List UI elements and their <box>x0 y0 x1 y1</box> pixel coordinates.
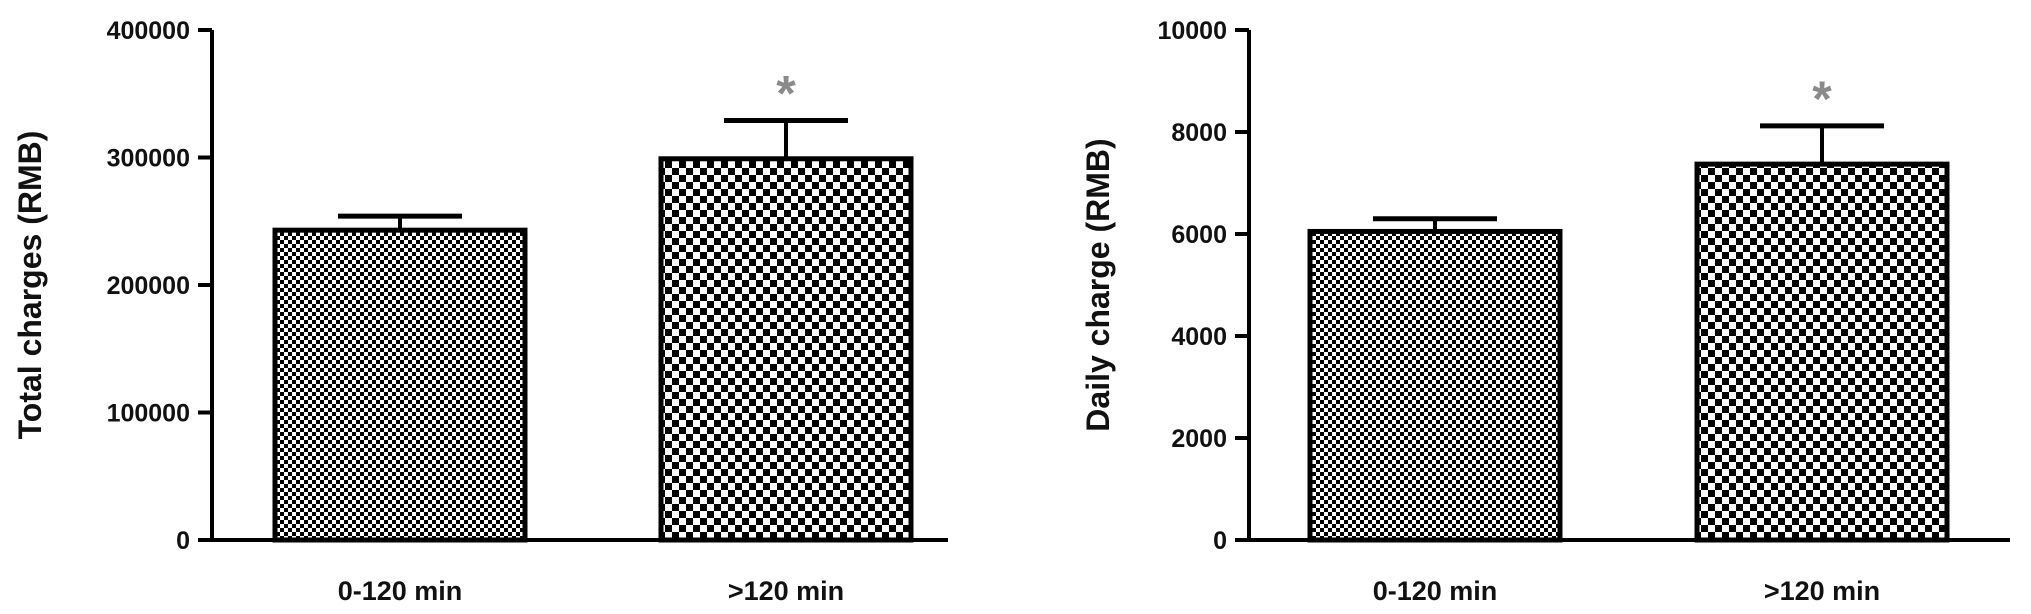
y-tick-label-2: 4000 <box>1171 323 1227 351</box>
y-tick-label-5: 10000 <box>1157 17 1227 45</box>
chart-panel-total-charges: 0 100000 200000 300000 400000 0-120 min >120… <box>12 17 948 606</box>
y-ticks: 0 100000 200000 300000 400000 <box>107 17 212 555</box>
category-label-1: >120 min <box>1764 576 1880 606</box>
y-axis-title: Daily charge (RMB) <box>1080 138 1116 431</box>
significance-mark-1: * <box>1812 71 1832 127</box>
bars <box>272 118 914 543</box>
bar-0 <box>272 227 528 543</box>
y-tick-label-1: 2000 <box>1171 425 1227 453</box>
chart-panel-daily-charge: 0 2000 4000 6000 8000 10000 0-120 min >120 mi… <box>1080 17 2010 606</box>
bar-1 <box>1694 161 1950 543</box>
y-axis-title: Total charges (RMB) <box>12 131 48 440</box>
y-ticks: 0 2000 4000 6000 8000 10000 <box>1157 17 1249 555</box>
y-tick-label-3: 6000 <box>1171 221 1227 249</box>
category-labels: 0-120 min >120 min <box>338 576 844 606</box>
category-label-0: 0-120 min <box>1373 576 1498 606</box>
y-tick-label-4: 400000 <box>107 17 190 45</box>
y-tick-label-0: 0 <box>176 527 190 555</box>
category-label-0: 0-120 min <box>338 576 463 606</box>
y-tick-label-3: 300000 <box>107 145 190 173</box>
y-tick-label-1: 100000 <box>107 400 190 428</box>
category-labels: 0-120 min >120 min <box>1373 576 1880 606</box>
bar-1 <box>658 156 914 543</box>
y-tick-label-4: 8000 <box>1171 119 1227 147</box>
bar-0 <box>1307 228 1563 543</box>
category-label-1: >120 min <box>728 576 844 606</box>
bars <box>1307 123 1950 543</box>
y-tick-label-2: 200000 <box>107 272 190 300</box>
y-tick-label-0: 0 <box>1213 527 1227 555</box>
significance-mark-1: * <box>776 66 796 122</box>
